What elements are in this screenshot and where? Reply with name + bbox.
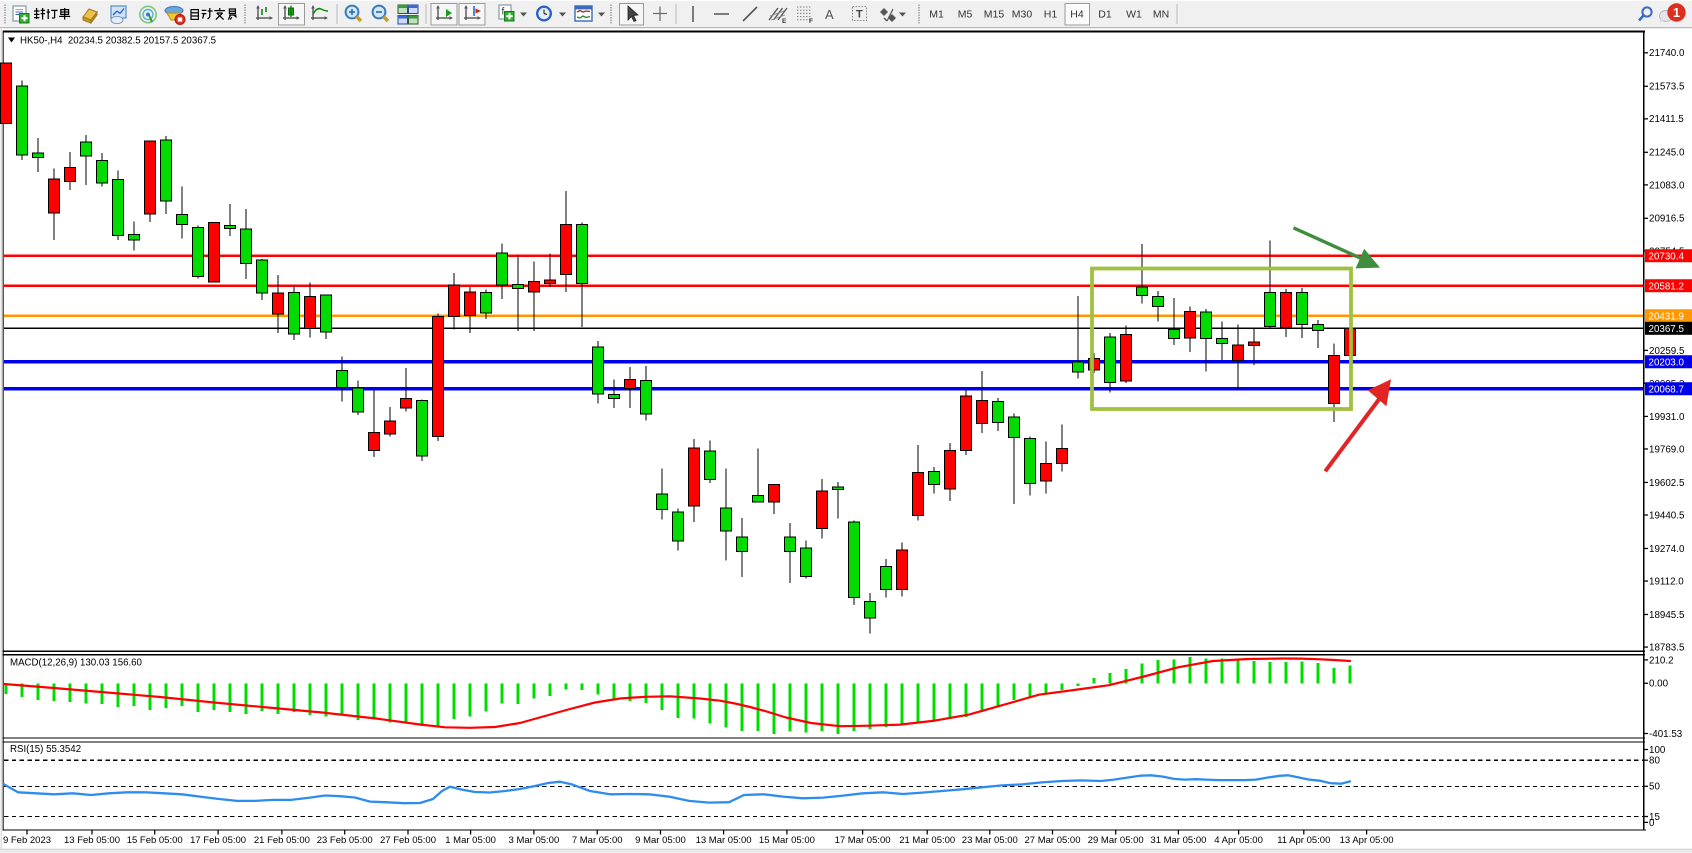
svg-text:F: F	[809, 18, 813, 25]
svg-text:18945.5: 18945.5	[1649, 610, 1685, 621]
svg-text:19274.0: 19274.0	[1649, 544, 1685, 555]
svg-text:27 Mar 05:00: 27 Mar 05:00	[1025, 835, 1081, 846]
svg-text:21245.0: 21245.0	[1649, 148, 1685, 159]
svg-text:20431.9: 20431.9	[1649, 311, 1684, 322]
svg-text:7 Mar 05:00: 7 Mar 05:00	[572, 835, 623, 846]
svg-text:21 Feb 05:00: 21 Feb 05:00	[254, 835, 310, 846]
svg-text:19602.5: 19602.5	[1649, 478, 1685, 489]
svg-text:20259.5: 20259.5	[1649, 346, 1685, 357]
svg-text:19769.0: 19769.0	[1649, 444, 1685, 455]
svg-text:4 Apr 05:00: 4 Apr 05:00	[1214, 835, 1263, 846]
svg-text:9 Feb 2023: 9 Feb 2023	[3, 835, 51, 846]
svg-text:W1: W1	[1126, 9, 1142, 21]
svg-text:17 Mar 05:00: 17 Mar 05:00	[835, 835, 891, 846]
svg-text:20203.0: 20203.0	[1649, 357, 1685, 368]
svg-text:11 Apr 05:00: 11 Apr 05:00	[1277, 835, 1330, 846]
svg-text:M30: M30	[1012, 9, 1033, 21]
svg-text:1: 1	[1673, 6, 1680, 20]
svg-text:E: E	[782, 18, 787, 25]
svg-text:M15: M15	[984, 9, 1005, 21]
svg-text:20068.7: 20068.7	[1649, 384, 1684, 395]
svg-text:HK50-,H4 20234.5 20382.5 2015: HK50-,H4 20234.5 20382.5 20157.5 20367.5	[20, 36, 216, 47]
svg-text:23 Mar 05:00: 23 Mar 05:00	[962, 835, 1018, 846]
svg-text:M1: M1	[929, 9, 944, 21]
svg-text:50: 50	[1649, 782, 1660, 793]
svg-text:23 Feb 05:00: 23 Feb 05:00	[317, 835, 373, 846]
svg-text:-401.53: -401.53	[1649, 729, 1683, 740]
svg-text:21 Mar 05:00: 21 Mar 05:00	[899, 835, 955, 846]
svg-text:19440.5: 19440.5	[1649, 510, 1685, 521]
svg-text:27 Feb 05:00: 27 Feb 05:00	[380, 835, 436, 846]
svg-text:13 Feb 05:00: 13 Feb 05:00	[64, 835, 120, 846]
svg-text:17 Feb 05:00: 17 Feb 05:00	[190, 835, 246, 846]
svg-text:20581.2: 20581.2	[1649, 281, 1684, 292]
svg-text:80: 80	[1649, 756, 1660, 767]
svg-text:18783.5: 18783.5	[1649, 642, 1685, 653]
svg-text:0.00: 0.00	[1649, 679, 1669, 690]
svg-text:20367.5: 20367.5	[1649, 324, 1685, 335]
svg-text:MN: MN	[1153, 9, 1169, 21]
svg-text:1 Mar 05:00: 1 Mar 05:00	[445, 835, 496, 846]
svg-text:13 Apr 05:00: 13 Apr 05:00	[1340, 835, 1394, 846]
svg-text:H1: H1	[1044, 9, 1058, 21]
svg-text:A: A	[825, 7, 834, 22]
svg-text:T: T	[856, 9, 863, 21]
svg-text:19931.0: 19931.0	[1649, 412, 1685, 423]
svg-text:15: 15	[1649, 812, 1660, 823]
svg-text:210.2: 210.2	[1649, 655, 1674, 666]
svg-text:31 Mar 05:00: 31 Mar 05:00	[1150, 835, 1206, 846]
svg-text:15 Feb 05:00: 15 Feb 05:00	[127, 835, 183, 846]
svg-text:D1: D1	[1098, 9, 1112, 21]
svg-text:20916.5: 20916.5	[1649, 214, 1685, 225]
svg-text:13 Mar 05:00: 13 Mar 05:00	[696, 835, 752, 846]
svg-text:H4: H4	[1070, 9, 1084, 21]
svg-text:M5: M5	[958, 9, 973, 21]
svg-text:21083.0: 21083.0	[1649, 180, 1685, 191]
svg-text:RSI(15) 55.3542: RSI(15) 55.3542	[10, 744, 81, 755]
svg-text:MACD(12,26,9) 130.03 156.60: MACD(12,26,9) 130.03 156.60	[10, 658, 143, 669]
svg-text:9 Mar 05:00: 9 Mar 05:00	[635, 835, 686, 846]
svg-text:20730.4: 20730.4	[1649, 251, 1685, 262]
svg-text:0: 0	[1649, 818, 1655, 829]
svg-text:100: 100	[1649, 745, 1666, 756]
svg-text:15 Mar 05:00: 15 Mar 05:00	[759, 835, 815, 846]
svg-text:29 Mar 05:00: 29 Mar 05:00	[1088, 835, 1144, 846]
svg-text:f: f	[502, 7, 505, 18]
svg-text:21740.0: 21740.0	[1649, 48, 1685, 59]
svg-text:3 Mar 05:00: 3 Mar 05:00	[509, 835, 560, 846]
svg-text:19112.0: 19112.0	[1649, 576, 1684, 587]
svg-text:21411.5: 21411.5	[1649, 114, 1684, 125]
svg-text:21573.5: 21573.5	[1649, 82, 1685, 93]
